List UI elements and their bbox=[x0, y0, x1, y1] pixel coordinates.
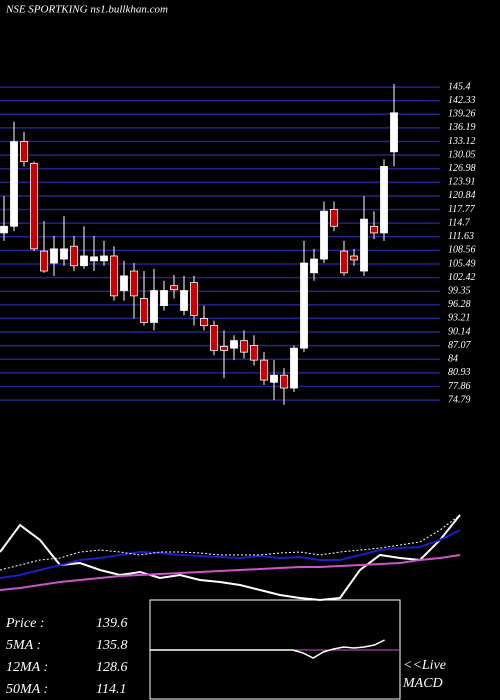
candle-body bbox=[130, 270, 138, 297]
candle-body bbox=[340, 250, 348, 274]
candle-body bbox=[320, 210, 328, 260]
y-tick-label: 123.91 bbox=[448, 177, 476, 188]
candle-body bbox=[120, 275, 128, 291]
y-tick-label: 87.07 bbox=[448, 340, 472, 351]
y-tick-label: 84 bbox=[448, 354, 458, 365]
chart-title: NSE SPORTKING ns1.bullkhan.com bbox=[5, 4, 168, 16]
candle-body bbox=[190, 282, 198, 316]
candle-body bbox=[390, 112, 398, 153]
candle-body bbox=[240, 340, 248, 353]
candle-body bbox=[70, 245, 78, 267]
y-tick-label: 111.63 bbox=[448, 231, 474, 242]
y-tick-label: 114.7 bbox=[448, 217, 471, 228]
candle-body bbox=[60, 248, 68, 260]
y-tick-label: 99.35 bbox=[448, 286, 471, 297]
info-label: Price : bbox=[5, 616, 44, 631]
macd-label: MACD bbox=[402, 676, 443, 691]
y-tick-label: 130.05 bbox=[448, 149, 476, 160]
y-tick-label: 96.28 bbox=[448, 299, 471, 310]
y-tick-label: 133.12 bbox=[448, 136, 476, 147]
info-label: 5MA : bbox=[6, 638, 41, 653]
indicator-line bbox=[0, 553, 461, 592]
y-tick-label: 142.33 bbox=[448, 95, 476, 106]
y-tick-label: 108.56 bbox=[448, 245, 476, 256]
info-label: 12MA : bbox=[6, 660, 48, 675]
info-value: 135.8 bbox=[96, 638, 128, 653]
candle-body bbox=[170, 285, 178, 291]
y-tick-label: 93.21 bbox=[448, 313, 471, 324]
y-tick-label: 102.42 bbox=[448, 272, 476, 283]
candle-body bbox=[10, 141, 18, 227]
y-tick-label: 139.26 bbox=[448, 109, 476, 120]
indicator-line bbox=[0, 514, 461, 602]
candle-body bbox=[350, 255, 358, 261]
candle-body bbox=[220, 345, 228, 351]
candle-body bbox=[110, 255, 118, 297]
candle-body bbox=[250, 345, 258, 361]
info-value: 139.6 bbox=[96, 616, 128, 631]
y-tick-label: 145.4 bbox=[448, 81, 471, 92]
candle-body bbox=[40, 250, 48, 272]
info-value: 128.6 bbox=[96, 660, 128, 675]
candle-body bbox=[370, 225, 378, 234]
info-value: 114.1 bbox=[96, 682, 126, 697]
candle-body bbox=[230, 340, 238, 349]
live-label: <<Live bbox=[403, 658, 446, 673]
candle-body bbox=[0, 225, 8, 234]
candle-body bbox=[380, 166, 388, 234]
candle-body bbox=[140, 298, 148, 323]
candle-body bbox=[50, 248, 58, 264]
candle-body bbox=[300, 262, 308, 349]
y-tick-label: 126.98 bbox=[448, 163, 476, 174]
candle-body bbox=[80, 255, 88, 267]
candle-body bbox=[360, 218, 368, 272]
y-tick-label: 80.93 bbox=[448, 367, 471, 378]
candle-body bbox=[280, 374, 288, 389]
indicator-line bbox=[0, 514, 461, 571]
y-tick-label: 105.49 bbox=[448, 258, 476, 269]
y-tick-label: 90.14 bbox=[448, 326, 471, 337]
indicator-line bbox=[0, 529, 461, 579]
candle-body bbox=[290, 347, 298, 389]
candle-body bbox=[330, 209, 338, 227]
candle-body bbox=[270, 374, 278, 383]
candle-body bbox=[180, 290, 188, 311]
candle-body bbox=[310, 258, 318, 274]
y-tick-label: 117.77 bbox=[448, 204, 476, 215]
y-tick-label: 77.86 bbox=[448, 381, 471, 392]
candle-body bbox=[100, 255, 108, 262]
y-tick-label: 74.79 bbox=[448, 394, 471, 405]
candle-body bbox=[160, 290, 168, 307]
candle-body bbox=[90, 256, 98, 262]
candle-body bbox=[260, 359, 268, 381]
info-label: 50MA : bbox=[6, 682, 48, 697]
candle-body bbox=[30, 162, 38, 250]
candle-body bbox=[20, 141, 28, 162]
candle-body bbox=[150, 290, 158, 323]
y-tick-label: 120.84 bbox=[448, 190, 476, 201]
candle-body bbox=[210, 325, 218, 351]
macd-line bbox=[150, 639, 385, 659]
y-tick-label: 136.19 bbox=[448, 122, 476, 133]
candle-body bbox=[200, 318, 208, 326]
